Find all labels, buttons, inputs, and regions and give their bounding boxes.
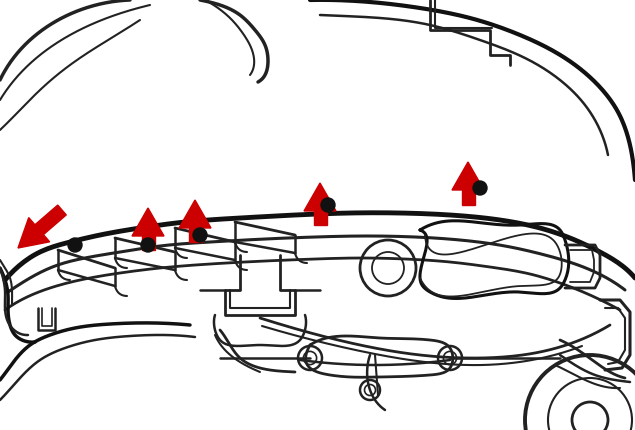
Polygon shape (179, 200, 211, 228)
Polygon shape (452, 162, 484, 190)
Polygon shape (132, 208, 164, 236)
Polygon shape (189, 228, 201, 242)
Circle shape (473, 181, 487, 195)
Circle shape (321, 198, 335, 212)
Polygon shape (462, 190, 474, 205)
Circle shape (193, 228, 207, 242)
Polygon shape (142, 236, 154, 250)
Circle shape (141, 238, 155, 252)
Polygon shape (18, 218, 50, 248)
Polygon shape (304, 183, 336, 211)
Polygon shape (314, 211, 326, 225)
Polygon shape (35, 205, 66, 235)
Circle shape (68, 238, 82, 252)
